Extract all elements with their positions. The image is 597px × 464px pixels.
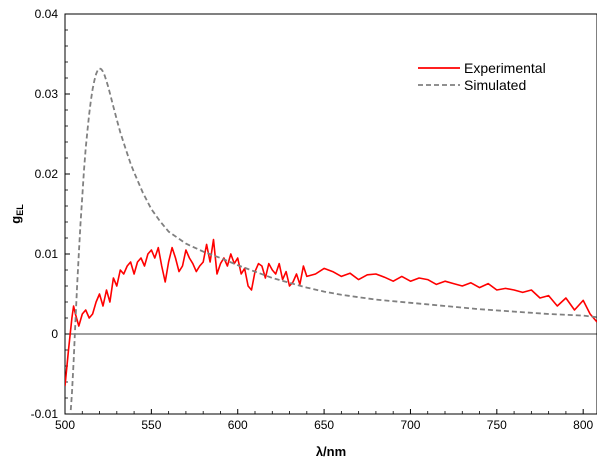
series-line-experimental bbox=[65, 238, 597, 387]
y-tick-label: 0.04 bbox=[35, 7, 59, 21]
x-axis-title: λ/nm bbox=[316, 444, 346, 459]
y-tick-label: 0.03 bbox=[35, 87, 59, 101]
x-tick-label: 650 bbox=[314, 418, 334, 432]
legend-label-simulated: Simulated bbox=[464, 77, 526, 93]
y-tick-label: 0.01 bbox=[35, 247, 59, 261]
y-tick-label: 0 bbox=[51, 327, 58, 341]
plot-area bbox=[64, 13, 597, 415]
x-tick-label: 550 bbox=[141, 418, 161, 432]
y-tick-label: 0.02 bbox=[35, 167, 59, 181]
x-tick-label: 750 bbox=[487, 418, 507, 432]
x-tick-label: 600 bbox=[228, 418, 248, 432]
series-line-simulated bbox=[69, 67, 597, 414]
y-axis-title-main: g bbox=[8, 216, 23, 224]
x-tick-label: 800 bbox=[573, 418, 593, 432]
x-tick-label: 700 bbox=[400, 418, 420, 432]
x-tick-label: 500 bbox=[55, 418, 75, 432]
y-axis-title-subscript: EL bbox=[15, 204, 25, 216]
y-axis-title: gEL bbox=[8, 204, 25, 224]
legend-label-experimental: Experimental bbox=[464, 60, 546, 76]
y-tick-label: -0.01 bbox=[31, 407, 59, 421]
